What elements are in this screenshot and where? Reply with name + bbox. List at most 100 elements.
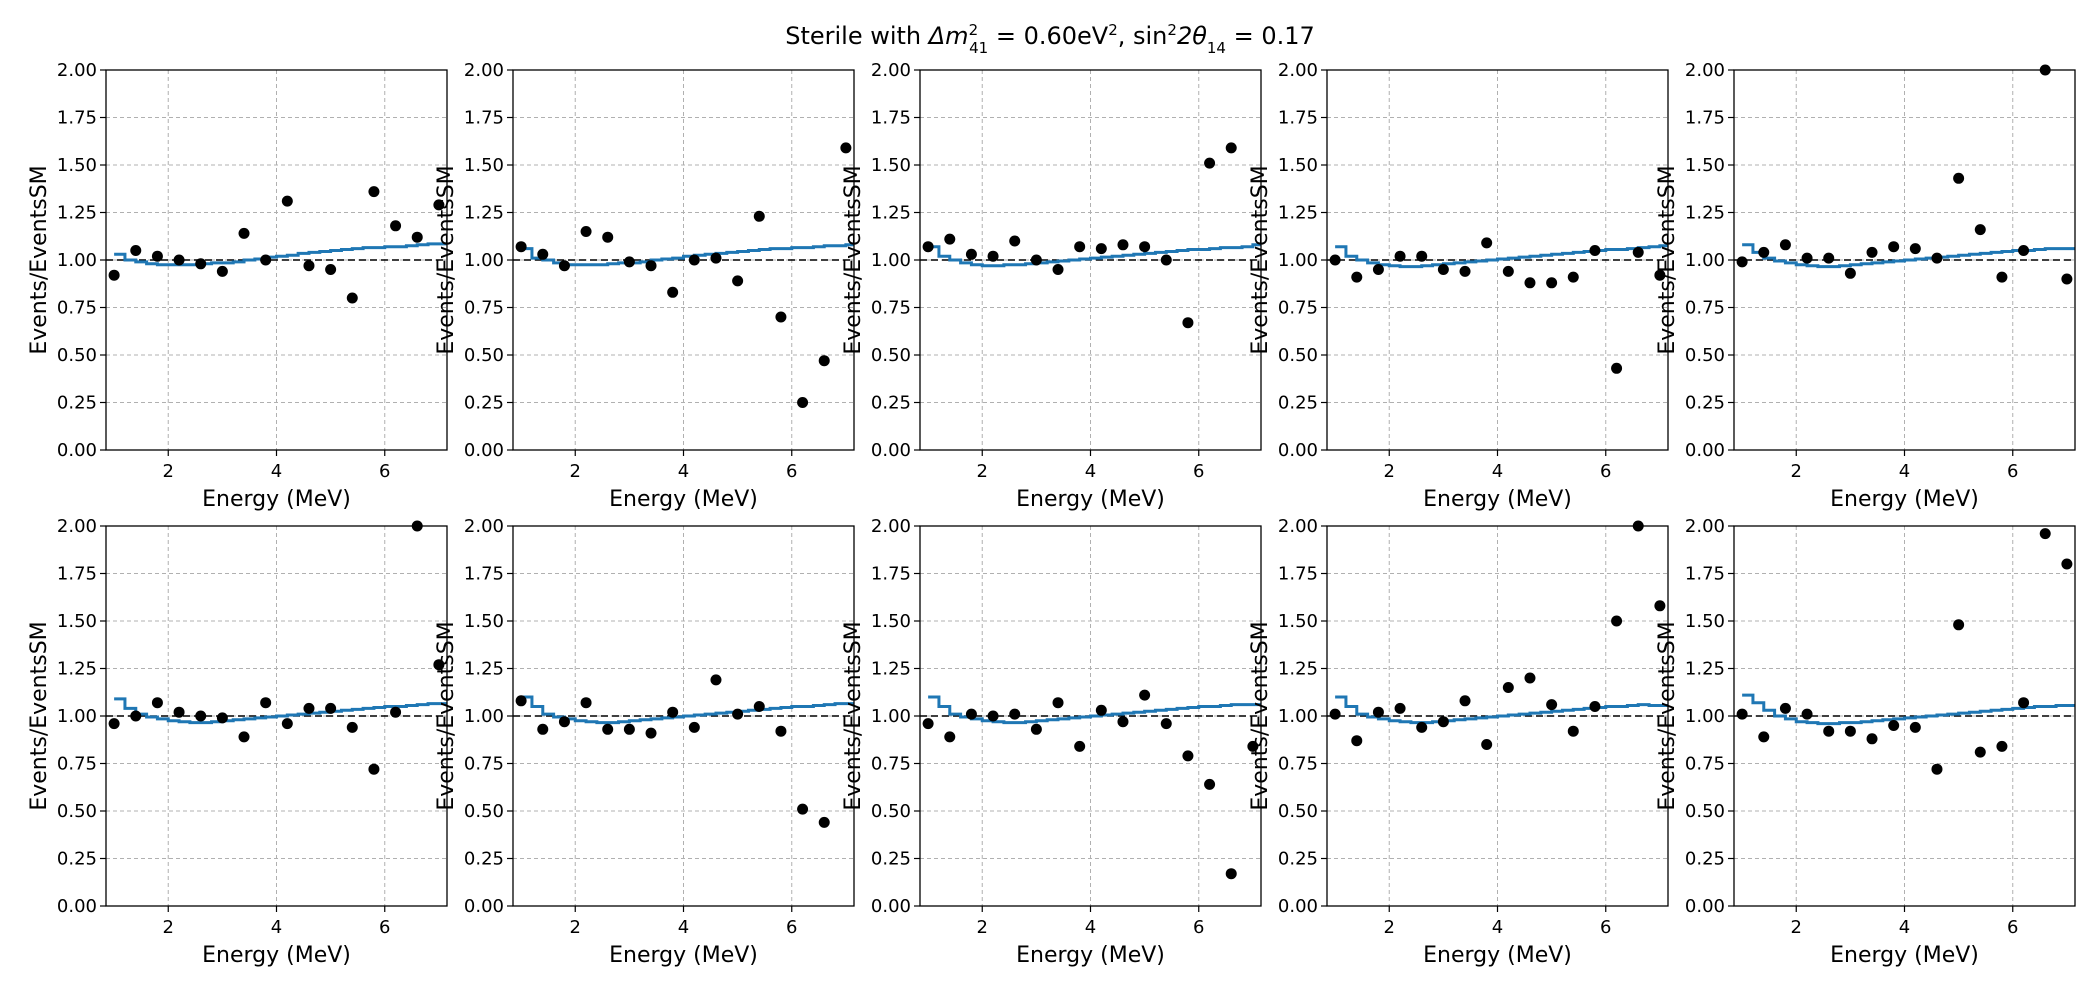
y-tick-label: 2.00: [57, 516, 97, 537]
data-point: [1394, 250, 1406, 262]
y-tick-label: 1.25: [464, 203, 504, 224]
data-point: [1052, 697, 1064, 709]
data-point: [368, 186, 380, 198]
title-prefix: Sterile with: [785, 22, 929, 50]
title-end: = 0.17: [1226, 22, 1315, 50]
x-tick-label: 2: [1791, 917, 1802, 938]
data-point: [1459, 265, 1471, 277]
data-point: [922, 241, 934, 253]
subplot-6: 0.00 0.25 0.50 0.75 1.00 1.25 1.50 1.75 2.00 2 4 6 E…: [27, 516, 448, 968]
y-tick-label: 1.25: [57, 203, 97, 224]
data-point: [753, 701, 765, 712]
data-point: [2061, 558, 2073, 570]
y-tick-label: 1.00: [57, 706, 97, 727]
data-point: [325, 702, 337, 714]
x-tick-label: 6: [786, 461, 797, 482]
y-tick-label: 1.75: [871, 564, 911, 585]
data-point: [390, 220, 402, 232]
y-tick-label: 1.00: [1685, 706, 1725, 727]
y-tick-label: 0.25: [464, 393, 504, 414]
title-delta-sup: 2: [969, 21, 979, 39]
data-point: [602, 231, 614, 243]
y-tick-label: 1.50: [57, 155, 97, 176]
data-point: [1654, 600, 1666, 612]
data-point: [1160, 718, 1172, 730]
x-axis-label: Energy (MeV): [609, 943, 758, 968]
y-tick-label: 1.00: [1278, 250, 1318, 271]
y-axis-label: Events/EventsSM: [841, 621, 866, 810]
y-axis-label: Events/EventsSM: [1655, 165, 1680, 354]
y-tick-label: 1.75: [57, 108, 97, 129]
x-axis-label: Energy (MeV): [202, 487, 351, 512]
x-tick-label: 6: [1600, 461, 1611, 482]
y-tick-label: 0.50: [57, 345, 97, 366]
model-step-line: [114, 697, 447, 725]
data-point: [1567, 271, 1579, 283]
y-tick-label: 0.75: [57, 298, 97, 319]
data-point: [775, 725, 787, 737]
data-point: [1589, 245, 1601, 256]
data-point: [2018, 245, 2030, 256]
x-tick-label: 4: [1899, 917, 1910, 938]
data-point: [1117, 716, 1129, 728]
data-point: [1931, 763, 1943, 775]
data-point: [667, 286, 679, 298]
subplot-7: 0.00 0.25 0.50 0.75 1.00 1.25 1.50 1.75 2.00 2 4 6 E…: [434, 516, 855, 968]
model-step-line: [1742, 243, 2075, 269]
data-point: [1953, 172, 1965, 184]
data-point: [1779, 702, 1791, 714]
data-point: [732, 275, 744, 287]
data-point: [1996, 740, 2008, 752]
y-tick-label: 1.25: [1685, 659, 1725, 680]
data-point: [1823, 252, 1835, 264]
x-tick-label: 6: [379, 461, 390, 482]
x-axis-label: Energy (MeV): [1016, 943, 1165, 968]
data-point: [216, 265, 228, 277]
data-point: [325, 264, 337, 275]
data-point: [537, 248, 549, 260]
data-point: [515, 695, 527, 707]
data-point: [1459, 695, 1471, 707]
data-point: [944, 731, 956, 743]
y-tick-label: 1.00: [1278, 706, 1318, 727]
x-tick-label: 4: [1492, 917, 1503, 938]
data-point: [1139, 241, 1151, 253]
y-tick-label: 0.50: [871, 345, 911, 366]
data-point: [1030, 254, 1042, 266]
data-point: [1823, 725, 1835, 737]
model-step-line: [928, 243, 1261, 268]
data-point: [303, 260, 315, 272]
data-point: [1736, 708, 1748, 720]
y-tick-label: 0.25: [464, 849, 504, 870]
data-point: [667, 706, 679, 718]
y-axis-label: Events/EventsSM: [1248, 621, 1273, 810]
data-point: [260, 254, 272, 266]
x-tick-label: 6: [2007, 917, 2018, 938]
y-tick-label: 0.50: [57, 801, 97, 822]
y-axis-label: Events/EventsSM: [434, 165, 459, 354]
data-point: [2061, 273, 2073, 285]
x-tick-label: 2: [1384, 917, 1395, 938]
subplot-10: 0.00 0.25 0.50 0.75 1.00 1.25 1.50 1.75 2.00 2 4 6 E…: [1655, 516, 2076, 968]
y-tick-label: 0.00: [1278, 896, 1318, 917]
y-tick-label: 1.50: [1278, 155, 1318, 176]
y-tick-label: 1.75: [1278, 564, 1318, 585]
y-axis-label: Events/EventsSM: [1248, 165, 1273, 354]
title-delta: Δm: [927, 22, 969, 50]
data-point: [1546, 699, 1558, 711]
data-point: [515, 241, 527, 253]
y-axis-label: Events/EventsSM: [1655, 621, 1680, 810]
data-point: [688, 254, 700, 266]
x-tick-label: 4: [1085, 461, 1096, 482]
x-axis-label: Energy (MeV): [1016, 487, 1165, 512]
x-tick-label: 2: [570, 917, 581, 938]
subplot-3: 0.00 0.25 0.50 0.75 1.00 1.25 1.50 1.75 2.00 2 4 6 E…: [841, 60, 1262, 512]
y-tick-label: 0.75: [1685, 298, 1725, 319]
data-point: [346, 292, 358, 304]
data-point: [1524, 672, 1536, 684]
y-tick-label: 1.50: [871, 155, 911, 176]
data-point: [775, 311, 787, 323]
data-point: [710, 674, 722, 686]
y-tick-label: 2.00: [1685, 516, 1725, 537]
y-tick-label: 1.00: [464, 250, 504, 271]
